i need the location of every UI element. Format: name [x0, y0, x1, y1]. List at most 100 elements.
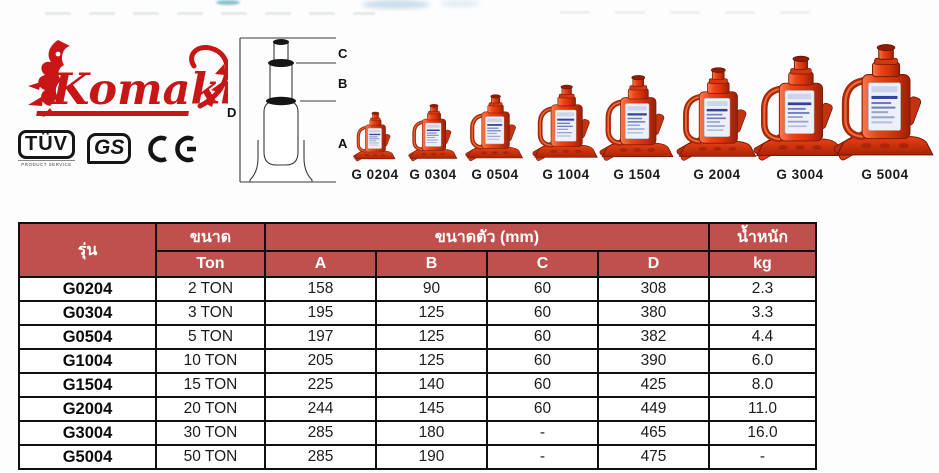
- cell-c: 60: [486, 276, 599, 302]
- cell-a: 225: [264, 372, 377, 398]
- product-label: G 3004: [776, 167, 824, 182]
- product-label: G 1504: [613, 167, 661, 182]
- dragon-head-icon: [28, 40, 70, 117]
- table-row: G3004 30 TON 285 180-465 16.0: [18, 420, 817, 446]
- cell-d: 390: [597, 348, 710, 374]
- ce-mark: [148, 135, 197, 162]
- product-g5004: G 5004: [833, 40, 937, 184]
- cell-d: 449: [597, 396, 710, 422]
- product-g0504: G 0504: [465, 92, 525, 184]
- cell-c: 60: [486, 300, 599, 326]
- cell-b: 125: [375, 300, 488, 326]
- cell-kg: 4.4: [708, 324, 817, 350]
- product-label: G 2004: [693, 167, 741, 182]
- cell-c: -: [486, 420, 599, 446]
- header-body-dims: ขนาดตัว (mm): [264, 222, 710, 252]
- komaki-logo: Komaki: [28, 40, 228, 117]
- tuv-subtext: PRODUCT SERVICE: [18, 160, 75, 167]
- spec-table: รุ่น ขนาด ขนาดตัว (mm) น้ำหนัก Ton A B C…: [18, 222, 817, 470]
- product-g1504: G 1504: [599, 72, 676, 184]
- cell-c: 60: [486, 396, 599, 422]
- cell-c: 60: [486, 372, 599, 398]
- header-weight: น้ำหนัก: [708, 222, 817, 252]
- cell-a: 158: [264, 276, 377, 302]
- cell-b: 190: [375, 444, 488, 470]
- cell-d: 308: [597, 276, 710, 302]
- product-label: G 5004: [861, 167, 909, 182]
- product-g2004: G 2004: [676, 64, 759, 184]
- product-g0204: G 0204: [351, 110, 399, 184]
- cell-b: 90: [375, 276, 488, 302]
- cell-a: 197: [264, 324, 377, 350]
- cell-ton: 10 TON: [155, 348, 266, 374]
- header-dim-d: D: [597, 250, 710, 278]
- cell-kg: 16.0: [708, 420, 817, 446]
- header-size: ขนาด: [155, 222, 266, 252]
- bottle-jack-image: [465, 92, 525, 162]
- dim-label-c: C: [338, 46, 348, 61]
- product-g3004: G 3004: [753, 52, 847, 184]
- header-dim-c: C: [486, 250, 599, 278]
- cell-model: G2004: [18, 396, 157, 422]
- header-kg: kg: [708, 250, 817, 278]
- product-label: G 1004: [542, 167, 590, 182]
- bottle-jack-image: [532, 82, 600, 162]
- cell-ton: 20 TON: [155, 396, 266, 422]
- table-row: G0504 5 TON 197 125 60 382 4.4: [18, 324, 817, 350]
- cell-c: 60: [486, 348, 599, 374]
- header-model: รุ่น: [18, 222, 157, 278]
- bottle-jack-image: [676, 64, 759, 162]
- gs-mark: GS: [87, 132, 132, 165]
- cell-model: G0204: [18, 276, 157, 302]
- tuv-mark: TÜV PRODUCT SERVICE: [18, 130, 75, 167]
- cell-kg: 8.0: [708, 372, 817, 398]
- bottle-jack-image: [408, 102, 459, 162]
- header-dim-b: B: [375, 250, 488, 278]
- cell-ton: 2 TON: [155, 276, 266, 302]
- cell-model: G1504: [18, 372, 157, 398]
- cell-b: 125: [375, 324, 488, 350]
- cell-model: G1004: [18, 348, 157, 374]
- cell-kg: 6.0: [708, 348, 817, 374]
- cell-b: 125: [375, 348, 488, 374]
- cell-ton: 5 TON: [155, 324, 266, 350]
- table-row: G0204 2 TON 158 90 60 308 2.3: [18, 276, 817, 302]
- cell-d: 475: [597, 444, 710, 470]
- certification-marks: TÜV PRODUCT SERVICE GS: [18, 130, 199, 167]
- tuv-label: TÜV: [18, 130, 75, 159]
- product-label: G 0204: [351, 167, 399, 182]
- table-row: G2004 20 TON 244 145 60 449 11.0: [18, 396, 817, 422]
- cell-ton: 15 TON: [155, 372, 266, 398]
- cell-ton: 3 TON: [155, 300, 266, 326]
- cell-kg: 3.3: [708, 300, 817, 326]
- dimension-diagram: C B A D: [227, 37, 348, 183]
- dim-label-a: A: [338, 136, 348, 151]
- cell-d: 465: [597, 420, 710, 446]
- cell-a: 195: [264, 300, 377, 326]
- cell-model: G0504: [18, 324, 157, 350]
- cell-kg: 11.0: [708, 396, 817, 422]
- cell-b: 145: [375, 396, 488, 422]
- bottle-jack-image: [833, 40, 937, 162]
- product-g1004: G 1004: [532, 82, 600, 184]
- cell-b: 180: [375, 420, 488, 446]
- header-ton: Ton: [155, 250, 266, 278]
- dim-label-b: B: [338, 76, 347, 91]
- cell-d: 382: [597, 324, 710, 350]
- table-row: G0304 3 TON 195 125 60 380 3.3: [18, 300, 817, 326]
- cell-d: 425: [597, 372, 710, 398]
- cell-c: 60: [486, 324, 599, 350]
- cell-b: 140: [375, 372, 488, 398]
- cell-a: 244: [264, 396, 377, 422]
- cell-ton: 50 TON: [155, 444, 266, 470]
- header-dim-a: A: [264, 250, 377, 278]
- bottle-jack-image: [599, 72, 676, 162]
- table-row: G1504 15 TON 225 140 60 425 8.0: [18, 372, 817, 398]
- table-row: G5004 50 TON 285 190-475-: [18, 444, 817, 470]
- cell-c: -: [486, 444, 599, 470]
- product-g0304: G 0304: [408, 102, 459, 184]
- bottle-jack-image: [353, 110, 397, 162]
- cell-a: 285: [264, 420, 377, 446]
